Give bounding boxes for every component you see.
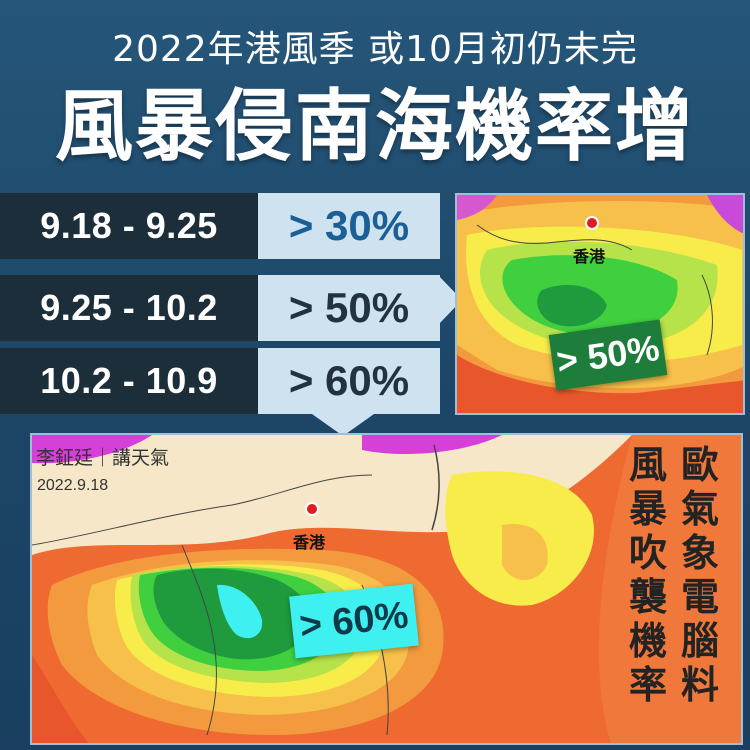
- probability-badge: > 60%: [289, 583, 419, 659]
- hong-kong-label: 香港: [573, 247, 606, 266]
- period-probability: > 50%: [258, 275, 440, 341]
- subtitle: 2022年港風季 或10月初仍未完: [112, 29, 638, 70]
- headline: 風暴侵南海機率增: [54, 82, 695, 172]
- vertical-caption-ecmwf: 歐氣象電腦料: [680, 443, 719, 707]
- forecast-map-week2: [455, 193, 745, 415]
- vertical-caption-probability: 風暴吹襲機率: [628, 443, 667, 707]
- forecast-map-week3: [30, 433, 743, 745]
- period-dates: 9.25 - 10.2: [0, 275, 258, 341]
- arrow-down-icon: [308, 396, 378, 436]
- red-dot-icon: [585, 216, 599, 230]
- period-dates: 9.18 - 9.25: [0, 193, 258, 259]
- hong-kong-label: 香港: [293, 533, 326, 552]
- author-byline: 李鉦廷｜講天氣: [36, 447, 170, 469]
- arrow-right-icon: [438, 265, 462, 335]
- period-dates: 10.2 - 10.9: [0, 348, 258, 414]
- red-dot-icon: [305, 502, 319, 516]
- issue-date: 2022.9.18: [37, 477, 109, 494]
- period-probability: > 30%: [258, 193, 440, 259]
